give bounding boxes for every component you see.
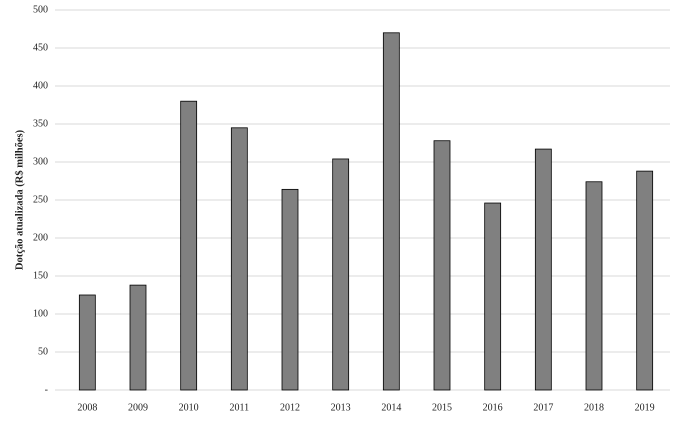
x-tick-label: 2010 xyxy=(179,402,199,413)
y-tick-label: 50 xyxy=(38,346,48,357)
bar xyxy=(585,181,603,391)
y-tick-label: 300 xyxy=(33,156,48,167)
bar xyxy=(129,284,147,391)
y-tick-label: 350 xyxy=(33,118,48,129)
x-tick-label: 2019 xyxy=(635,402,655,413)
bar xyxy=(180,100,198,391)
bar xyxy=(534,148,552,391)
x-tick-label: 2018 xyxy=(584,402,604,413)
y-tick-label: 100 xyxy=(33,308,48,319)
x-tick-label: 2011 xyxy=(230,402,250,413)
y-tick-label: - xyxy=(45,384,48,395)
y-tick-label: 250 xyxy=(33,194,48,205)
x-tick-label: 2017 xyxy=(533,402,553,413)
x-tick-label: 2015 xyxy=(432,402,452,413)
y-axis-title: Dotção atualizada (R$ milhões) xyxy=(14,129,25,270)
x-tick-label: 2013 xyxy=(331,402,351,413)
x-tick-label: 2016 xyxy=(483,402,503,413)
y-tick-label: 500 xyxy=(33,4,48,15)
x-tick-label: 2014 xyxy=(381,402,401,413)
bar xyxy=(636,170,654,391)
bar xyxy=(484,202,502,391)
y-tick-label: 400 xyxy=(33,80,48,91)
bar xyxy=(230,127,248,391)
bar xyxy=(78,294,96,391)
y-tick-label: 150 xyxy=(33,270,48,281)
bar xyxy=(433,140,451,391)
x-tick-label: 2008 xyxy=(77,402,97,413)
bar xyxy=(332,158,350,391)
x-tick-label: 2009 xyxy=(128,402,148,413)
x-tick-label: 2012 xyxy=(280,402,300,413)
y-tick-label: 200 xyxy=(33,232,48,243)
y-tick-label: 450 xyxy=(33,42,48,53)
bar xyxy=(281,188,299,391)
bar xyxy=(382,32,400,391)
